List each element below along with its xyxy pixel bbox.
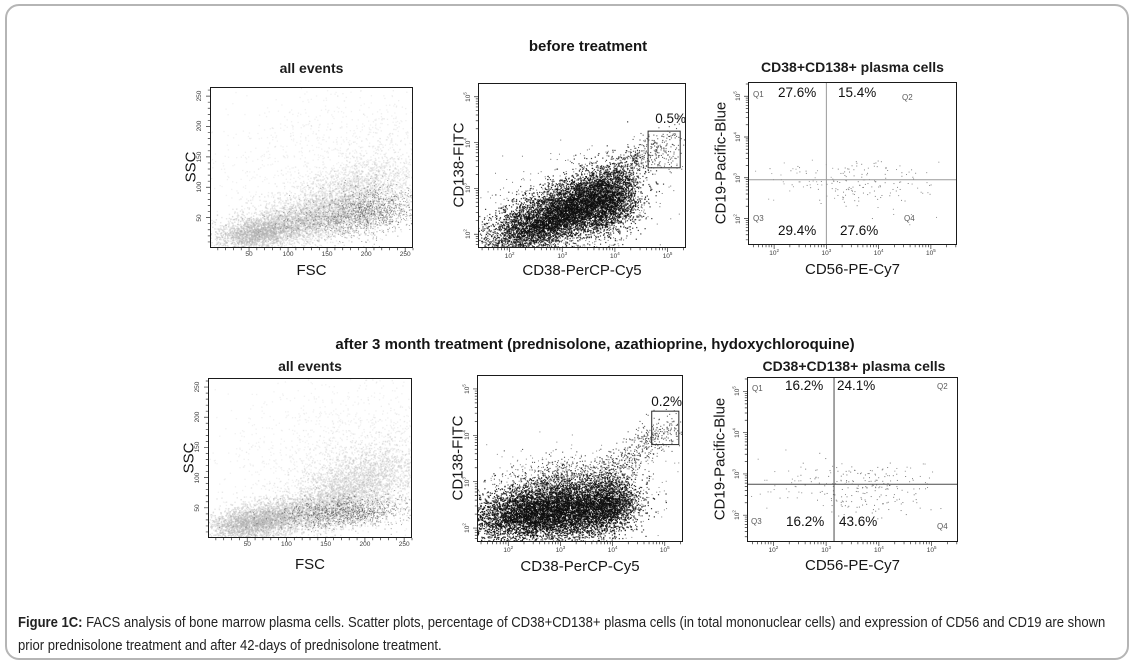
quadrant-label-q2: Q2: [937, 382, 948, 391]
x-axis-label-cd38-before: CD38-PerCP-Cy5: [522, 262, 642, 279]
tick-label: 100: [193, 472, 201, 484]
quadrant-q2-percentage: 15.4%: [838, 85, 877, 100]
tick-label: 102: [461, 523, 471, 533]
tick-label: 150: [321, 251, 333, 258]
tick-label: 104: [874, 545, 884, 555]
figure-caption-label: Figure 1C:: [18, 614, 83, 631]
tick-label: 100: [195, 181, 203, 193]
tick-label: 100: [282, 251, 294, 258]
y-axis-label-cd138-before: CD138-FITC: [450, 122, 468, 208]
scatter-canvas: [194, 375, 415, 549]
y-axis-label-ssc-after: SSC: [180, 442, 198, 474]
scatter-canvas: [463, 372, 686, 553]
x-axis-label-cd38-after: CD38-PerCP-Cy5: [520, 558, 640, 575]
scatter-canvas: [464, 80, 689, 259]
y-axis-label-cd19-before: CD19-Pacific-Blue: [712, 101, 730, 225]
tick-label: 100: [281, 541, 292, 548]
tick-label: 103: [557, 251, 568, 261]
fsc-ssc-plot-before: 50 100 150 200 250 50 100 150 200 250: [196, 84, 416, 259]
x-axis-label-cd56-after: CD56-PE-Cy7: [804, 557, 901, 574]
quadrant-q1-percentage: 27.6%: [778, 85, 817, 100]
tick-label: 105: [462, 91, 472, 102]
tick-label: 104: [610, 251, 620, 261]
cd38-cd138-plot-after: 0.2% 102 103 104 105 102 103 104 105: [462, 372, 686, 554]
tick-label: 250: [398, 541, 410, 548]
tick-label: 104: [731, 427, 741, 438]
tick-label: 150: [320, 541, 332, 548]
quadrant-label-q1: Q1: [752, 384, 763, 393]
plot-title-all-events-before: all events: [279, 60, 344, 76]
quadrant-q2-percentage: 24.1%: [837, 378, 876, 393]
tick-label: 105: [662, 251, 673, 261]
x-axis-label-cd56-before: CD56-PE-Cy7: [804, 261, 901, 278]
tick-label: 105: [926, 545, 937, 555]
gate-percentage-before: 0.5%: [655, 111, 686, 126]
y-axis-label-cd19-after: CD19-Pacific-Blue: [711, 397, 729, 521]
y-axis-label-cd138-after: CD138-FITC: [449, 415, 467, 501]
tick-label: 102: [732, 213, 742, 224]
tick-label: 50: [245, 251, 253, 258]
tick-label: 102: [504, 251, 515, 261]
cd56-cd19-quadrant-after: Q1 Q2 Q3 Q4 16.2% 24.1% 16.2% 43.6% 102 1…: [732, 374, 961, 554]
quadrant-label-q4: Q4: [937, 522, 948, 531]
gate-percentage-after: 0.2%: [651, 394, 682, 409]
quadrant-label-q4: Q4: [904, 214, 915, 223]
figure-caption: Figure 1C: FACS analysis of bone marrow …: [18, 612, 1123, 657]
quadrant-label-q3: Q3: [753, 214, 764, 223]
tick-label: 104: [873, 248, 884, 258]
cd56-cd19-quadrant-before: Q1 Q2 Q3 Q4 27.6% 15.4% 29.4% 27.6% 102 1…: [733, 79, 960, 257]
plot-title-plasma-cells-after: CD38+CD138+ plasma cells: [762, 358, 946, 374]
tick-label: 103: [732, 172, 742, 183]
tick-label: 105: [461, 384, 471, 394]
tick-label: 105: [659, 545, 670, 555]
tick-label: 250: [399, 251, 411, 258]
row1-title: before treatment: [528, 38, 648, 55]
tick-label: 102: [769, 248, 779, 258]
tick-label: 105: [731, 386, 741, 397]
tick-label: 102: [731, 510, 741, 521]
row2-title: after 3 month treatment (prednisolone, a…: [335, 336, 855, 353]
scatter-canvas: [196, 84, 416, 259]
quadrant-label-q3: Q3: [751, 517, 762, 526]
tick-label: 200: [195, 121, 203, 132]
tick-label: 104: [607, 545, 618, 555]
scatter-canvas: [733, 374, 961, 553]
tick-label: 200: [193, 411, 201, 423]
tick-label: 50: [243, 541, 251, 548]
tick-label: 104: [732, 132, 742, 142]
tick-label: 105: [926, 248, 936, 258]
plot-title-plasma-cells-before: CD38+CD138+ plasma cells: [761, 59, 944, 75]
tick-label: 250: [193, 381, 201, 393]
quadrant-q3-percentage: 16.2%: [786, 514, 825, 529]
tick-label: 102: [503, 545, 514, 555]
quadrant-q4-percentage: 43.6%: [839, 514, 878, 529]
tick-label: 103: [821, 545, 831, 555]
tick-label: 102: [462, 229, 472, 240]
x-axis-label-fsc-before: FSC: [296, 262, 327, 279]
cd38-cd138-plot-before: 0.5% 102 103 104 105 102 103 104 105: [463, 80, 689, 260]
tick-label: 200: [360, 251, 372, 258]
tick-label: 103: [555, 545, 566, 555]
fsc-ssc-plot-after: 50 100 150 200 250 50 100 150 200 250: [194, 375, 415, 549]
quadrant-q1-percentage: 16.2%: [785, 378, 824, 393]
y-axis-label-ssc-before: SSC: [182, 151, 200, 183]
figure-caption-text: FACS analysis of bone marrow plasma cell…: [18, 614, 1106, 654]
x-axis-label-fsc-after: FSC: [295, 556, 325, 573]
tick-label: 102: [768, 545, 779, 555]
tick-label: 50: [195, 213, 203, 222]
tick-label: 50: [193, 504, 201, 512]
quadrant-q3-percentage: 29.4%: [778, 223, 817, 238]
scatter-canvas: [734, 79, 960, 256]
tick-label: 105: [732, 91, 742, 102]
quadrant-label-q1: Q1: [753, 90, 764, 99]
plot-title-all-events-after: all events: [278, 358, 342, 374]
tick-label: 103: [821, 248, 832, 258]
tick-label: 103: [731, 469, 741, 479]
quadrant-q4-percentage: 27.6%: [840, 223, 879, 238]
tick-label: 200: [359, 541, 371, 548]
quadrant-label-q2: Q2: [902, 93, 913, 102]
tick-label: 250: [195, 90, 203, 102]
